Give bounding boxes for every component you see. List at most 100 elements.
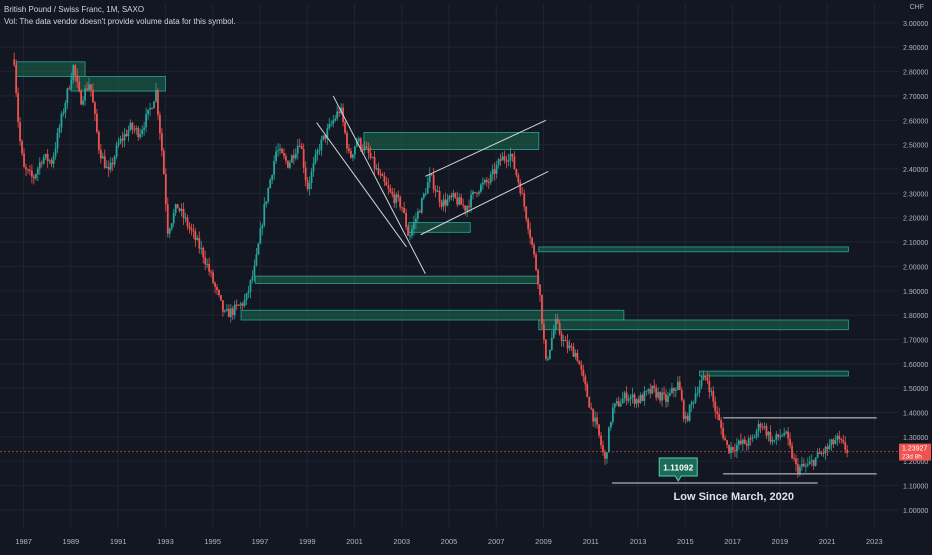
candle-body: [777, 434, 780, 438]
candle-body: [728, 444, 730, 453]
candle-body: [432, 174, 435, 190]
candle-body: [602, 445, 604, 453]
candle-body: [300, 145, 303, 150]
candle-body: [824, 446, 827, 454]
candle-body: [749, 438, 752, 440]
price-axis[interactable]: 3.00000 2.90000 2.80000 2.70000 2.60000 2.500…: [898, 0, 932, 550]
symbol-title[interactable]: British Pound / Swiss Franc, 1M, SAXO: [4, 5, 145, 14]
candle-body: [724, 438, 726, 441]
trendlines: [316, 95, 877, 484]
candle-body: [405, 213, 407, 227]
candle-body: [42, 157, 45, 164]
candle-body: [287, 160, 289, 168]
candle-body: [418, 211, 421, 213]
candle-body: [385, 181, 388, 186]
candle-body: [259, 228, 262, 244]
time-tick-label: 1989: [63, 537, 80, 546]
candle-body: [245, 293, 248, 301]
candle-body: [196, 237, 199, 241]
time-tick-label: 2009: [535, 537, 552, 546]
candle-body: [101, 156, 104, 159]
candle-body: [757, 423, 760, 432]
candle-body: [267, 188, 270, 202]
candle-body: [800, 464, 803, 467]
candle-body: [611, 407, 614, 422]
trendline: [425, 119, 547, 177]
candle-body: [661, 392, 663, 401]
candle-body: [594, 417, 597, 422]
candle-body: [373, 157, 376, 169]
candle-body: [344, 121, 346, 133]
candle-body: [121, 138, 124, 141]
candle-body: [501, 156, 504, 161]
time-tick-label: 1997: [252, 537, 269, 546]
candle-body: [381, 174, 384, 177]
candle-body: [58, 127, 61, 133]
price-tick-label: 1.30000: [903, 435, 928, 442]
candle-body: [680, 390, 683, 401]
candle-body: [233, 304, 236, 315]
candle-body: [682, 400, 685, 419]
candle-body: [468, 206, 470, 208]
price-tick-label: 2.60000: [903, 118, 928, 125]
candle-body: [105, 166, 108, 168]
candle-body: [64, 103, 67, 113]
trendline: [420, 170, 549, 236]
candle-body: [499, 159, 502, 161]
candle-body: [558, 323, 561, 334]
candle-body: [168, 228, 171, 234]
candle-body: [174, 204, 177, 214]
price-tick-label: 1.60000: [903, 362, 928, 369]
candle-body: [669, 393, 671, 396]
candle-body: [554, 318, 557, 330]
candle-body: [283, 153, 285, 157]
candle-body: [651, 385, 654, 394]
candle-body: [420, 198, 423, 213]
candle-body: [732, 447, 734, 451]
candle-body: [838, 435, 841, 439]
time-axis[interactable]: 1987 1989 1991 1993 1995 1997 1999 2001 2003 2005…: [15, 537, 882, 546]
candle-body: [608, 427, 610, 453]
candle-body: [472, 191, 474, 195]
candle-body: [444, 199, 447, 206]
candle-body: [523, 193, 526, 207]
zone-box: [408, 222, 471, 233]
candle-body: [769, 431, 772, 442]
candle-body: [334, 118, 337, 121]
time-tick-label: 1993: [157, 537, 174, 546]
candle-body: [74, 65, 77, 76]
candle-body: [793, 457, 795, 459]
price-tick-label: 1.00000: [903, 508, 928, 515]
candle-body: [436, 190, 439, 192]
candle-body: [318, 150, 321, 152]
candle-body: [676, 381, 679, 390]
candle-body: [454, 193, 457, 198]
candle-body: [657, 392, 660, 398]
candle-body: [533, 244, 535, 255]
candle-body: [696, 392, 699, 394]
candle-body: [66, 88, 69, 104]
candle-body: [615, 401, 618, 404]
candle-body: [751, 437, 754, 439]
candle-body: [781, 435, 784, 437]
candle-body: [48, 160, 51, 162]
candle-body: [141, 129, 144, 135]
candle-body: [491, 169, 494, 175]
candle-body: [157, 89, 159, 115]
candle-body: [617, 401, 620, 407]
candle-body: [143, 127, 146, 130]
candle-body: [665, 394, 667, 402]
candle-body: [649, 389, 652, 394]
candle-body: [541, 295, 543, 324]
candle-body: [718, 413, 721, 421]
time-tick-label: 1991: [110, 537, 127, 546]
time-tick-label: 1987: [15, 537, 32, 546]
time-tick-label: 2023: [866, 537, 883, 546]
price-tick-label: 1.20000: [903, 459, 928, 466]
candle-body: [206, 263, 209, 265]
candle-body: [180, 208, 183, 211]
candle-body: [269, 179, 272, 189]
price-tick-label: 2.50000: [903, 143, 928, 150]
